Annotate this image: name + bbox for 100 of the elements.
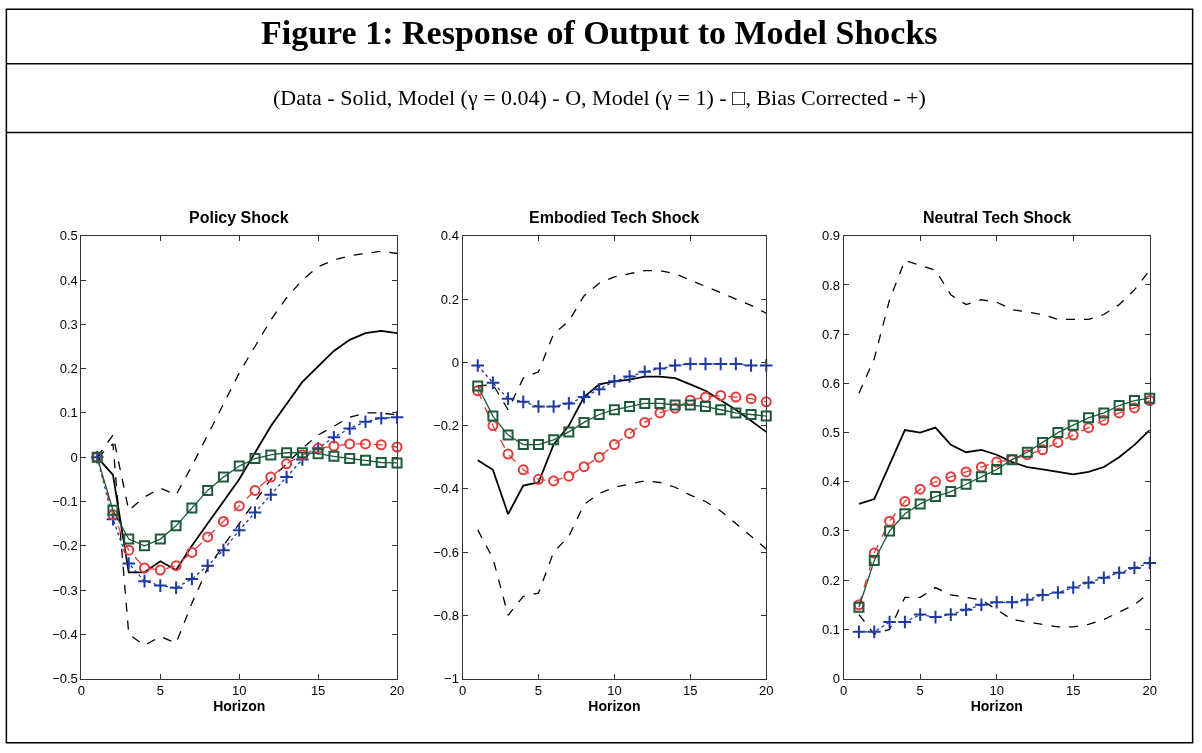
y-tick-label: 0: [832, 671, 841, 687]
y-tick-label: 0.2: [440, 291, 459, 307]
point: [639, 397, 651, 409]
point: [517, 464, 529, 476]
point: [715, 390, 727, 401]
point: [502, 448, 514, 460]
point: [958, 602, 974, 617]
point: [358, 414, 373, 430]
point: [295, 452, 310, 467]
point: [728, 356, 744, 372]
x-tick-label: 10: [607, 683, 622, 699]
point: [715, 404, 727, 416]
point: [929, 476, 941, 488]
text: (Data - Solid, Model (γ = 0.04) - O, Model (γ = 1) - □, Bias Corrected - +): [273, 85, 926, 110]
x-tick-label: 20: [759, 683, 774, 699]
point: [928, 609, 943, 625]
y-tick-label: 0.8: [821, 277, 841, 293]
point: [991, 463, 1003, 475]
point: [563, 426, 575, 438]
x-axis-title: Horizon: [588, 698, 641, 715]
point: [247, 505, 263, 520]
line-series: [476, 375, 767, 516]
point: [639, 416, 651, 428]
point: [1142, 555, 1158, 571]
point: [943, 607, 959, 622]
point: [1098, 407, 1110, 419]
point: [154, 564, 166, 576]
point: [914, 498, 926, 510]
point: [375, 456, 387, 468]
point: [593, 408, 605, 420]
x-axis-title: Horizon: [970, 698, 1023, 715]
point: [121, 556, 137, 571]
point: [517, 439, 529, 451]
point: [515, 394, 531, 410]
point: [502, 429, 514, 441]
point: [326, 429, 342, 445]
point: [123, 533, 135, 545]
point: [470, 358, 486, 373]
point: [730, 407, 742, 419]
point: [929, 491, 941, 503]
x-tick-label: 15: [683, 683, 698, 699]
point: [1096, 570, 1112, 586]
point: [1035, 587, 1050, 603]
y-tick-label: 0.7: [821, 326, 841, 342]
point: [561, 396, 577, 411]
point: [1020, 592, 1035, 608]
y-tick-label: −0.3: [52, 582, 78, 598]
point: [868, 547, 880, 559]
point: [914, 483, 926, 495]
point: [328, 440, 340, 452]
point: [758, 358, 774, 373]
point: [485, 375, 501, 391]
point: [884, 515, 896, 527]
point: [960, 466, 972, 478]
point: [866, 624, 882, 640]
point: [700, 401, 711, 413]
point: [105, 511, 121, 527]
y-tick-label: −0.2: [433, 418, 459, 434]
point: [945, 486, 957, 498]
point: [265, 471, 277, 483]
x-tick-label: 5: [534, 683, 543, 699]
y-tick-label: 0.1: [59, 405, 78, 421]
x-tick-label: 20: [1142, 683, 1157, 699]
x-tick-label: 5: [156, 683, 164, 699]
point: [548, 434, 560, 446]
point: [389, 410, 405, 425]
point: [1067, 419, 1079, 431]
point: [989, 595, 1004, 610]
chart-title: Policy Shock: [189, 209, 289, 226]
y-tick-label: −0.2: [52, 538, 78, 554]
point: [608, 404, 620, 416]
x-tick-label: 20: [389, 683, 405, 699]
y-tick-label: 0.4: [440, 228, 459, 244]
point: [851, 624, 867, 640]
y-tick-label: −0.4: [52, 626, 78, 642]
point: [1081, 575, 1096, 590]
y-tick-label: −0.5: [52, 671, 78, 687]
point: [622, 369, 637, 384]
point: [186, 502, 198, 514]
y-tick-label: −0.6: [433, 544, 459, 560]
point: [654, 397, 666, 409]
point: [217, 515, 229, 527]
chart-title: Embodied Tech Shock: [529, 209, 700, 226]
y-tick-label: −0.4: [433, 481, 459, 497]
point: [184, 571, 200, 587]
point: [1050, 585, 1066, 600]
point: [624, 401, 636, 413]
point: [1067, 429, 1079, 441]
y-tick-label: 0.6: [821, 375, 841, 391]
point: [1098, 414, 1110, 426]
point: [1127, 560, 1142, 576]
point: [1113, 407, 1125, 419]
point: [231, 522, 247, 538]
point: [249, 484, 261, 496]
point: [684, 399, 696, 411]
point: [391, 441, 403, 453]
point: [608, 439, 620, 451]
point: [652, 361, 668, 376]
point: [975, 471, 987, 483]
point: [531, 399, 546, 414]
